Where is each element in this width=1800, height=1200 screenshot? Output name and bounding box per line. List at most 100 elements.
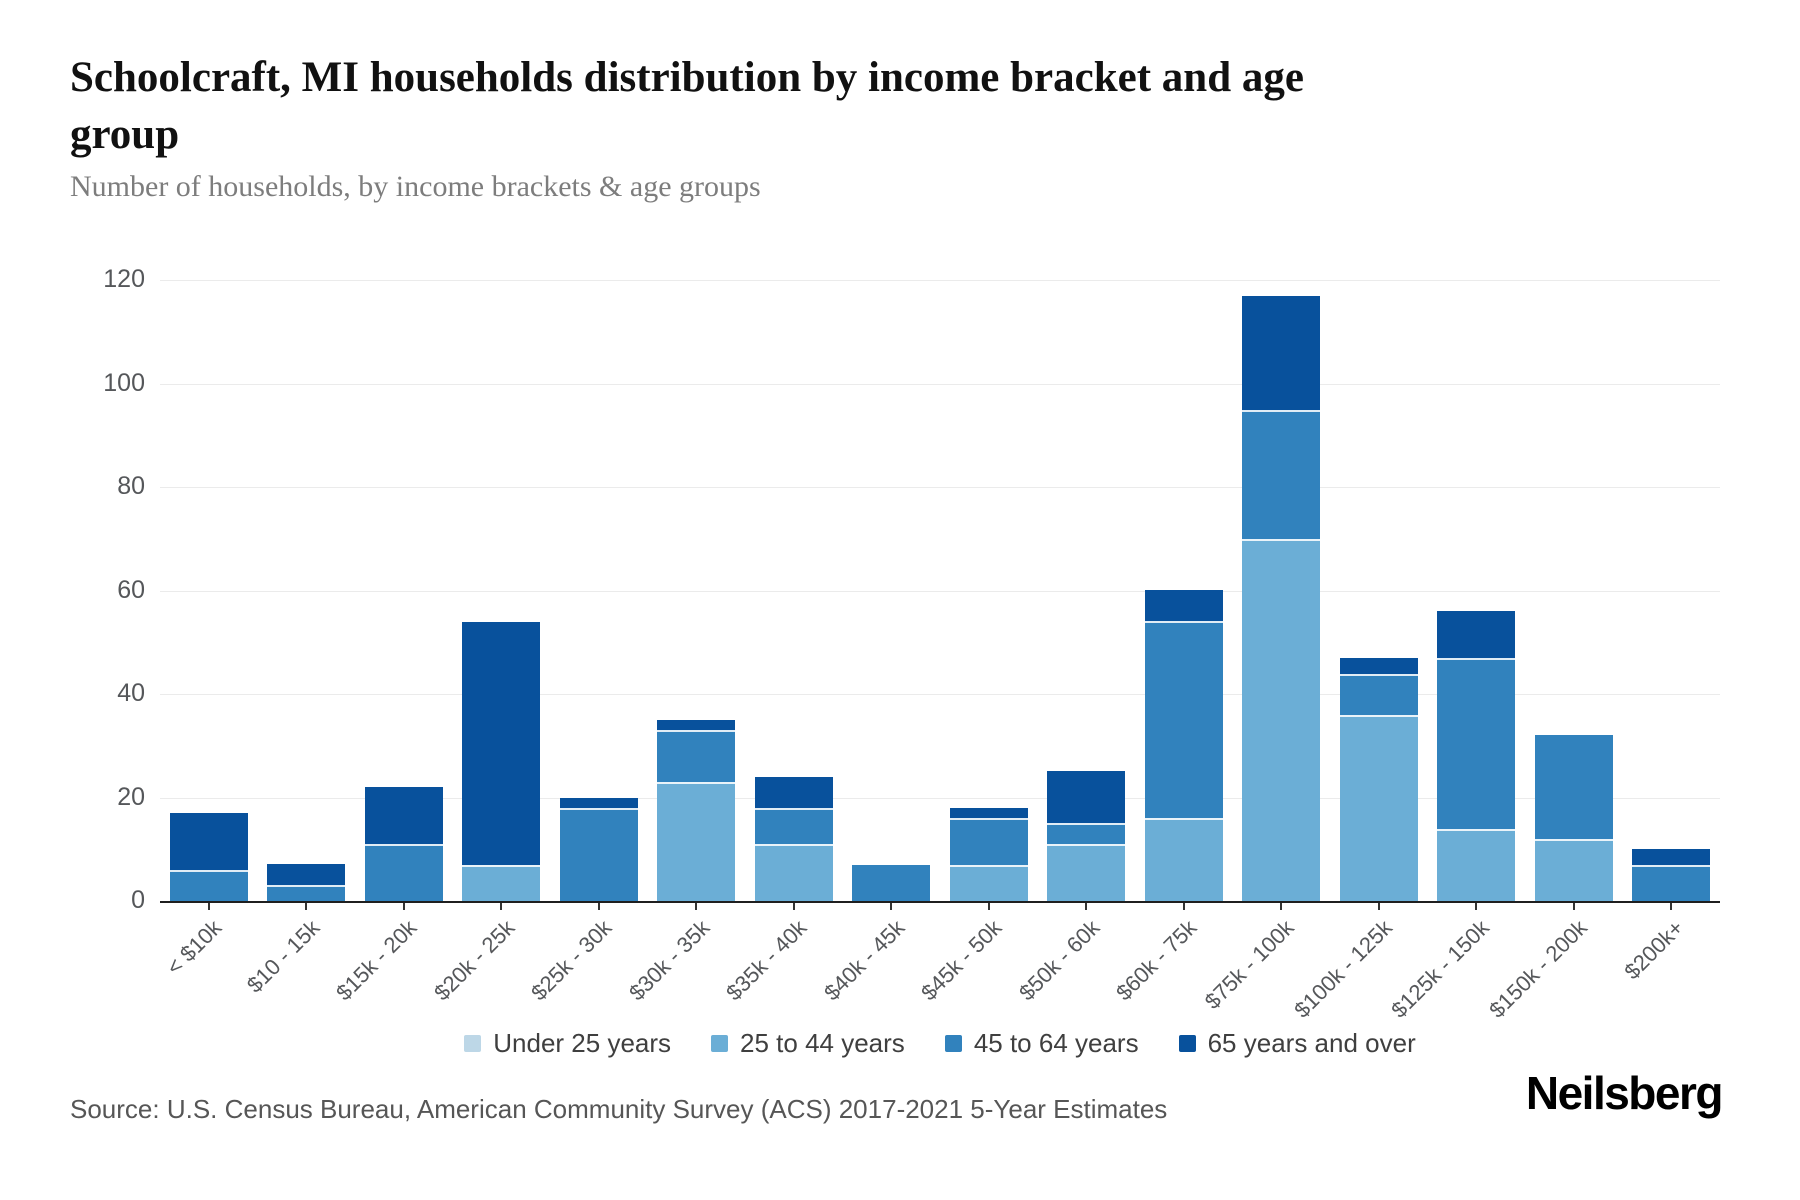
legend-swatch: [711, 1035, 729, 1052]
bar-segment-65-years-and-over[interactable]: [267, 864, 346, 885]
bar-segment-25-to-44-years[interactable]: [754, 844, 833, 901]
stacked-bar: [949, 808, 1028, 901]
stacked-bar: [1632, 849, 1711, 901]
x-tick: [402, 903, 405, 910]
bar-segment-65-years-and-over[interactable]: [949, 808, 1028, 818]
bar-segment-45-to-64-years[interactable]: [1144, 621, 1223, 818]
legend-swatch: [944, 1035, 962, 1052]
x-tick-label: $60k - 75k: [1111, 915, 1202, 1006]
stacked-bar: [754, 777, 833, 901]
y-tick-label: 0: [131, 886, 145, 914]
x-tick: [890, 903, 893, 910]
bar-group: < $10k: [160, 280, 258, 980]
stacked-bar: [657, 720, 736, 901]
bar-segment-45-to-64-years[interactable]: [754, 808, 833, 844]
bar-segment-65-years-and-over[interactable]: [754, 777, 833, 808]
x-tick-label: $200k+: [1619, 915, 1689, 985]
bar-segment-25-to-44-years[interactable]: [462, 865, 541, 901]
legend-label: 65 years and over: [1207, 1028, 1416, 1058]
bar-segment-25-to-44-years[interactable]: [1047, 844, 1126, 901]
bar-segment-25-to-44-years[interactable]: [1242, 539, 1321, 901]
bar-segment-65-years-and-over[interactable]: [559, 798, 638, 808]
bar-segment-65-years-and-over[interactable]: [169, 813, 248, 870]
x-tick-label: $35k - 40k: [721, 915, 812, 1006]
bar-segment-45-to-64-years[interactable]: [559, 808, 638, 901]
bar-group: $100k - 125k: [1289, 280, 1428, 1023]
bar-segment-45-to-64-years[interactable]: [169, 870, 248, 901]
x-tick: [597, 903, 600, 910]
bar-segment-45-to-64-years[interactable]: [364, 844, 443, 901]
bar-segment-45-to-64-years[interactable]: [267, 885, 346, 901]
bar-segment-65-years-and-over[interactable]: [1242, 296, 1321, 410]
x-tick: [1182, 903, 1185, 910]
legend: Under 25 years 25 to 44 years 45 to 64 yea…: [160, 1028, 1720, 1059]
bar-segment-45-to-64-years[interactable]: [1339, 674, 1418, 715]
x-tick-label: $45k - 50k: [916, 915, 1007, 1006]
x-tick: [1085, 903, 1088, 910]
x-tick-label: $75k - 100k: [1199, 915, 1299, 1014]
bar-segment-45-to-64-years[interactable]: [657, 730, 736, 782]
bar-segment-25-to-44-years[interactable]: [1144, 818, 1223, 901]
x-tick: [207, 903, 210, 910]
legend-label: 25 to 44 years: [740, 1028, 905, 1058]
bar-segment-65-years-and-over[interactable]: [364, 787, 443, 844]
bar-segment-25-to-44-years[interactable]: [1339, 715, 1418, 901]
x-tick-label: $50k - 60k: [1013, 915, 1104, 1006]
bar-segment-25-to-44-years[interactable]: [1534, 839, 1613, 901]
legend-item-under-25-years[interactable]: Under 25 years: [464, 1028, 671, 1059]
stacked-bar: [267, 864, 346, 901]
bar-segment-25-to-44-years[interactable]: [657, 782, 736, 901]
legend-label: Under 25 years: [493, 1028, 672, 1058]
x-tick-label: $20k - 25k: [428, 915, 519, 1006]
x-tick-label: $40k - 45k: [818, 915, 909, 1006]
legend-item-65-years-and-over[interactable]: 65 years and over: [1178, 1028, 1416, 1059]
bar-segment-45-to-64-years[interactable]: [949, 818, 1028, 865]
bar-group: $75k - 100k: [1200, 280, 1331, 1014]
x-tick: [792, 903, 795, 910]
y-tick-label: 20: [117, 782, 145, 811]
bar-group: $150k - 200k: [1484, 280, 1623, 1023]
stacked-bar: [559, 798, 638, 901]
bar-segment-65-years-and-over[interactable]: [462, 622, 541, 865]
legend-item-45-to-64-years[interactable]: 45 to 64 years: [944, 1028, 1139, 1059]
bar-segment-65-years-and-over[interactable]: [1339, 658, 1418, 674]
y-tick-label: 80: [117, 472, 145, 500]
bar-segment-45-to-64-years[interactable]: [1534, 735, 1613, 839]
bar-segment-65-years-and-over[interactable]: [1632, 849, 1711, 865]
page-subtitle: Number of households, by income brackets…: [70, 170, 761, 203]
x-tick-label: $25k - 30k: [526, 915, 617, 1006]
x-tick-label: $150k - 200k: [1483, 915, 1592, 1023]
bar-group: $20k - 25k: [429, 280, 551, 1005]
y-tick-label: 100: [103, 368, 145, 397]
bar-segment-45-to-64-years[interactable]: [1632, 865, 1711, 901]
legend-swatch: [1178, 1035, 1196, 1052]
stacked-bar: [1242, 296, 1321, 901]
bar-segment-25-to-44-years[interactable]: [1437, 829, 1516, 901]
gridline: [160, 280, 1720, 281]
x-tick: [695, 903, 698, 910]
bar-segment-65-years-and-over[interactable]: [1144, 590, 1223, 621]
bar-segment-65-years-and-over[interactable]: [1047, 771, 1126, 823]
bar-segment-65-years-and-over[interactable]: [1437, 611, 1516, 658]
stacked-bar: [169, 813, 248, 901]
y-tick-label: 60: [117, 575, 145, 604]
bar-group: $50k - 60k: [1014, 280, 1136, 1005]
bar-segment-45-to-64-years[interactable]: [852, 865, 931, 901]
legend-label: 45 to 64 years: [973, 1028, 1139, 1058]
legend-item-25-to-44-years[interactable]: 25 to 44 years: [711, 1028, 905, 1059]
x-tick: [1670, 903, 1673, 910]
stacked-bar: [1047, 771, 1126, 901]
gridline: [160, 487, 1720, 488]
stacked-bar: [462, 622, 541, 901]
x-tick: [987, 903, 990, 910]
bar-segment-45-to-64-years[interactable]: [1437, 658, 1516, 829]
bar-segment-65-years-and-over[interactable]: [657, 720, 736, 730]
bar-segment-45-to-64-years[interactable]: [1242, 410, 1321, 539]
x-tick: [1475, 903, 1478, 910]
bar-segment-25-to-44-years[interactable]: [949, 865, 1028, 901]
y-tick-label: 40: [117, 679, 145, 707]
bar-segment-45-to-64-years[interactable]: [1047, 823, 1126, 844]
bar-group: $30k - 35k: [624, 280, 746, 1005]
stacked-bar: [364, 787, 443, 901]
